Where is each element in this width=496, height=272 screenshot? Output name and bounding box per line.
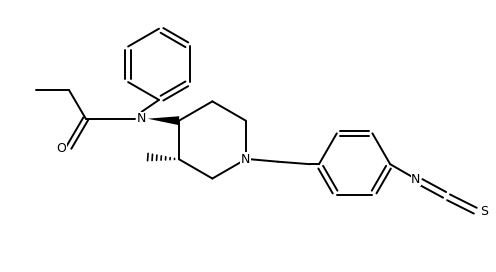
Text: N: N (411, 172, 421, 186)
Text: O: O (57, 142, 66, 155)
Text: N: N (241, 153, 250, 166)
Text: S: S (480, 205, 488, 218)
Text: N: N (137, 112, 146, 125)
Polygon shape (148, 116, 179, 125)
